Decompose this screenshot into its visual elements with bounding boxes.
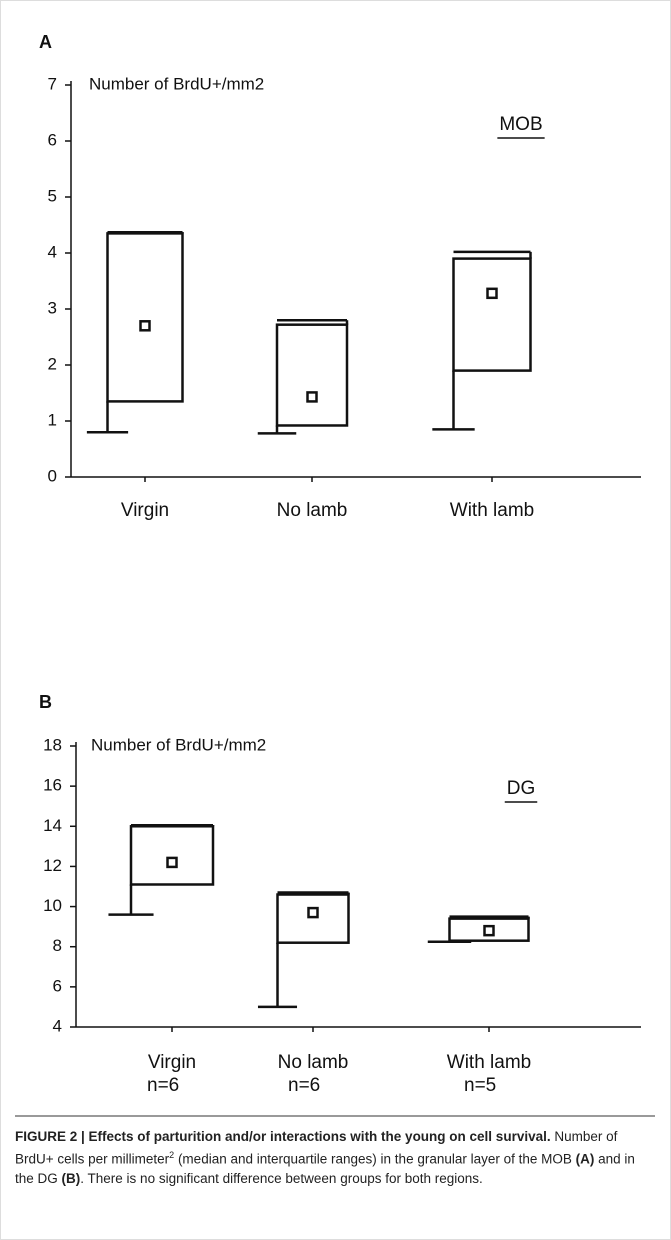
median bbox=[307, 906, 319, 919]
y-tick-label: 7 bbox=[48, 74, 57, 93]
caption-text: (A) bbox=[575, 1151, 595, 1167]
box bbox=[275, 323, 349, 427]
panel-label: A bbox=[39, 32, 52, 52]
y-axis-label: Number of BrdU+/mm2 bbox=[91, 735, 266, 754]
caption-text: (B) bbox=[61, 1170, 81, 1186]
y-tick-label: 14 bbox=[43, 816, 62, 835]
y-tick-label: 0 bbox=[48, 466, 57, 485]
median bbox=[139, 320, 151, 332]
box bbox=[106, 232, 184, 403]
x-tick-label: With lamb bbox=[450, 500, 534, 521]
median bbox=[166, 856, 178, 869]
y-tick-label: 6 bbox=[48, 130, 57, 149]
box bbox=[452, 257, 532, 372]
y-axis-label: Number of BrdU+/mm2 bbox=[89, 74, 264, 93]
y-tick-label: 4 bbox=[48, 242, 57, 261]
median bbox=[306, 391, 318, 403]
y-tick-label: 8 bbox=[53, 936, 62, 955]
x-tick-label: Virgin bbox=[148, 1052, 196, 1073]
sample-size: n=5 bbox=[464, 1075, 496, 1096]
median bbox=[483, 924, 495, 937]
x-tick-label: No lamb bbox=[278, 1052, 349, 1073]
box bbox=[448, 917, 530, 942]
caption-text: Number of BrdU+ cells per millimeter bbox=[15, 1129, 618, 1167]
y-tick-label: 6 bbox=[53, 976, 62, 995]
annotation: MOB bbox=[499, 114, 542, 135]
y-tick-label: 5 bbox=[48, 186, 57, 205]
sample-size: n=6 bbox=[288, 1075, 320, 1096]
y-tick-label: 3 bbox=[48, 298, 57, 317]
caption-text: 2 bbox=[169, 1150, 175, 1160]
caption-text: (median and interquartile ranges) in the… bbox=[174, 1151, 576, 1167]
y-tick-label: 1 bbox=[48, 410, 57, 429]
y-tick-label: 18 bbox=[43, 735, 62, 754]
caption-text: and in the DG bbox=[15, 1151, 635, 1186]
y-tick-label: 16 bbox=[43, 776, 62, 795]
y-tick-label: 4 bbox=[53, 1016, 62, 1035]
x-tick-label: No lamb bbox=[277, 500, 348, 521]
caption-text: . There is no significant difference bet… bbox=[80, 1170, 483, 1186]
y-tick-label: 12 bbox=[43, 856, 62, 875]
panel-label: B bbox=[39, 692, 52, 712]
x-tick-label: Virgin bbox=[121, 500, 169, 521]
annotation: DG bbox=[507, 778, 536, 799]
sample-size: n=6 bbox=[147, 1075, 179, 1096]
x-tick-label: With lamb bbox=[447, 1052, 531, 1073]
box bbox=[276, 893, 350, 944]
caption: FIGURE 2 | Effects of parturition and/or… bbox=[15, 1115, 655, 1188]
median bbox=[486, 287, 498, 300]
y-tick-label: 10 bbox=[43, 896, 62, 915]
y-tick-label: 2 bbox=[48, 354, 57, 373]
box bbox=[129, 825, 215, 886]
caption-text: FIGURE 2 | Effects of parturition and/or… bbox=[15, 1129, 551, 1144]
